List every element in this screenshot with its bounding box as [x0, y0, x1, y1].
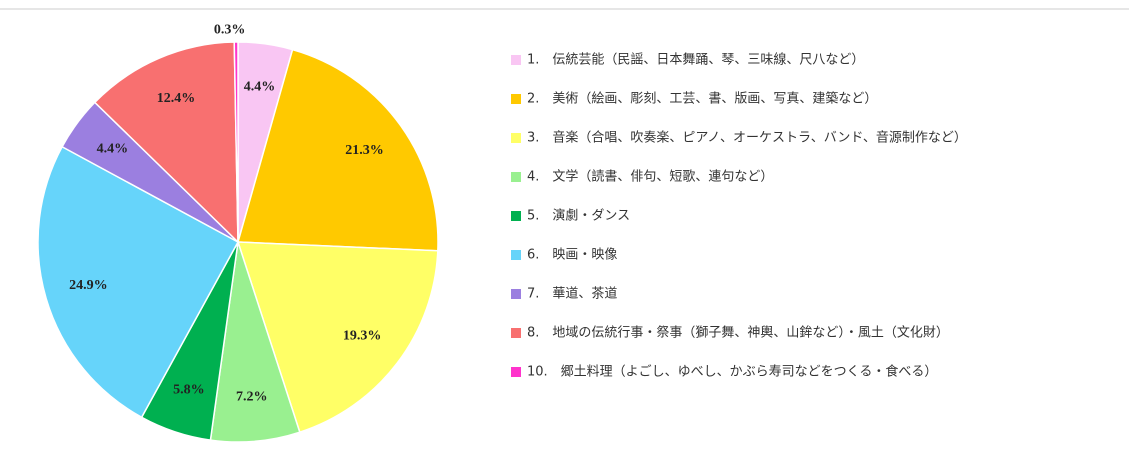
- value-label: 21.3%: [345, 143, 384, 158]
- value-label: 12.4%: [157, 91, 196, 106]
- legend-label: 8. 地域の伝統行事・祭事（獅子舞、神輿、山鉾など）・風土（文化財）: [527, 326, 949, 341]
- legend-swatch: [511, 172, 521, 182]
- legend-label: 1. 伝統芸能（民謡、日本舞踊、琴、三味線、尺八など）: [527, 52, 864, 68]
- legend-label: 6. 映画・映像: [527, 248, 617, 263]
- pie-slice: [236, 241, 439, 434]
- legend-label: 2. 美術（絵画、彫刻、工芸、書、版画、写真、建築など）: [527, 91, 877, 107]
- legend-swatch: [511, 289, 521, 299]
- legend-swatch: [511, 367, 521, 377]
- legend-label: 7. 華道、茶道: [527, 286, 617, 302]
- legend-label: 3. 音楽（合唱、吹奏楽、ピアノ、オーケストラ、バンド、音源制作など）: [527, 130, 967, 146]
- legend-swatch: [511, 328, 521, 338]
- legend-swatch: [511, 55, 521, 65]
- legend-label: 4. 文学（読書、俳句、短歌、連句など）: [527, 169, 773, 185]
- legend-label: 10. 郷土料理（よごし、ゆべし、かぶら寿司などをつくる・食べる）: [527, 364, 937, 380]
- value-label: 4.4%: [97, 142, 129, 157]
- legend-label: 5. 演劇・ダンス: [527, 208, 630, 224]
- legend-swatch: [511, 211, 521, 221]
- value-label: 24.9%: [69, 278, 108, 293]
- value-label: 7.2%: [236, 390, 268, 405]
- value-label: 19.3%: [343, 329, 382, 344]
- pie-slice: [237, 48, 439, 252]
- pie-slice: [93, 41, 239, 244]
- legend-swatch: [511, 250, 521, 260]
- legend-swatch: [511, 133, 521, 143]
- value-label: 5.8%: [173, 382, 205, 397]
- pie-slice: [233, 41, 239, 243]
- pie-slice: [37, 145, 240, 419]
- value-label: 0.3%: [214, 22, 246, 37]
- value-label: 4.4%: [244, 80, 276, 95]
- legend-swatch: [511, 94, 521, 104]
